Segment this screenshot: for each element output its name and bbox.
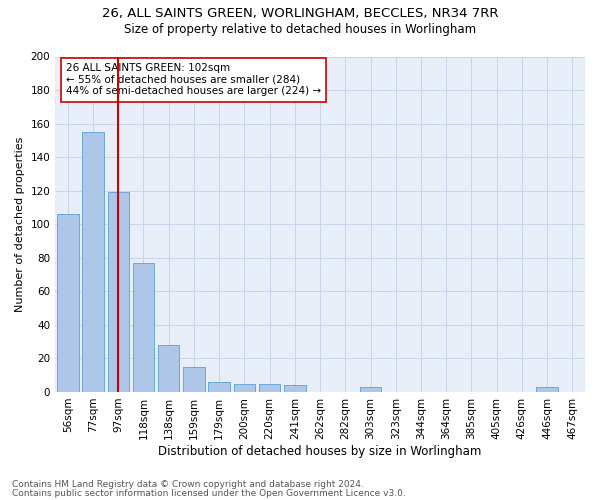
Bar: [208, 382, 230, 392]
Bar: [233, 384, 255, 392]
Text: Size of property relative to detached houses in Worlingham: Size of property relative to detached ho…: [124, 22, 476, 36]
Text: 26, ALL SAINTS GREEN, WORLINGHAM, BECCLES, NR34 7RR: 26, ALL SAINTS GREEN, WORLINGHAM, BECCLE…: [102, 8, 498, 20]
Bar: [183, 367, 205, 392]
Bar: [536, 387, 558, 392]
Bar: [360, 387, 381, 392]
Bar: [284, 385, 305, 392]
Text: Contains public sector information licensed under the Open Government Licence v3: Contains public sector information licen…: [12, 488, 406, 498]
X-axis label: Distribution of detached houses by size in Worlingham: Distribution of detached houses by size …: [158, 444, 482, 458]
Bar: [82, 132, 104, 392]
Bar: [107, 192, 129, 392]
Bar: [133, 263, 154, 392]
Bar: [158, 345, 179, 392]
Text: Contains HM Land Registry data © Crown copyright and database right 2024.: Contains HM Land Registry data © Crown c…: [12, 480, 364, 489]
Bar: [259, 384, 280, 392]
Bar: [57, 214, 79, 392]
Text: 26 ALL SAINTS GREEN: 102sqm
← 55% of detached houses are smaller (284)
44% of se: 26 ALL SAINTS GREEN: 102sqm ← 55% of det…: [66, 63, 321, 96]
Y-axis label: Number of detached properties: Number of detached properties: [15, 136, 25, 312]
